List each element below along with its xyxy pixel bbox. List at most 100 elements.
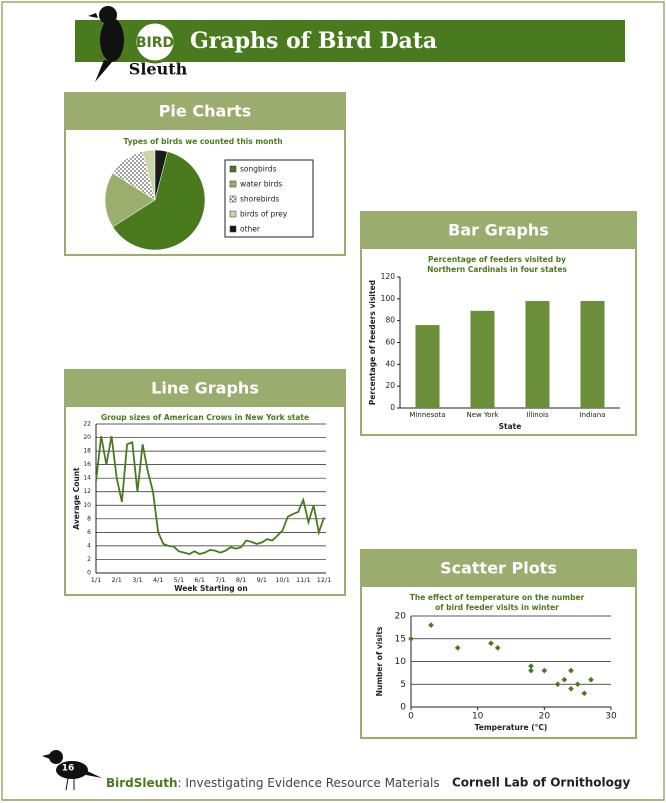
pie-slice	[154, 149, 168, 201]
logo-top: BIRD	[136, 35, 174, 51]
x-tick-label: 2/1	[111, 576, 121, 584]
x-tick-label: 3/1	[132, 576, 142, 584]
x-axis-label: State	[499, 422, 522, 431]
point	[454, 645, 461, 651]
point	[581, 690, 588, 697]
y-tick-label: 20	[395, 612, 407, 622]
point	[568, 667, 574, 674]
page-title: Graphs of Bird Data	[190, 28, 437, 54]
point	[488, 640, 494, 647]
x-tick-label: 10/1	[275, 576, 290, 584]
y-tick-label: 10	[83, 502, 91, 509]
legend-swatch	[229, 165, 237, 173]
panel-heading-bg	[361, 212, 636, 249]
panel-heading: Bar Graphs	[448, 221, 549, 240]
point	[541, 667, 548, 674]
legend-label: shorebirds	[240, 195, 279, 204]
line	[95, 436, 325, 555]
x-tick-label: 1/1	[91, 576, 101, 584]
y-tick-label: 14	[83, 475, 91, 482]
bar	[470, 310, 495, 408]
x-tick-label: 9/1	[257, 576, 267, 584]
legend-label: songbirds	[240, 165, 277, 174]
x-axis-label: Week Starting on	[174, 584, 248, 593]
legend-label: birds of prey	[240, 210, 288, 219]
x-tick-label: 20	[539, 712, 551, 722]
footer-org: Cornell Lab of Ornithology	[452, 776, 630, 790]
logo-circle	[133, 20, 177, 64]
y-axis-label: Number of visits	[375, 626, 384, 696]
x-tick-label: 4/1	[153, 576, 163, 584]
y-tick-label: 20	[83, 434, 91, 441]
y-axis-label: Average Count	[72, 467, 81, 530]
y-tick-label: 16	[83, 461, 91, 468]
legend-swatch	[229, 180, 237, 188]
legend-swatch	[229, 195, 237, 203]
chart-title: Group sizes of American Crows in New Yor…	[101, 413, 309, 422]
bar	[525, 301, 550, 408]
panel-heading: Pie Charts	[159, 102, 252, 121]
x-tick-label: 0	[408, 712, 414, 722]
y-tick-label: 8	[87, 515, 91, 522]
legend-swatch	[229, 225, 237, 233]
x-tick-label: 7/1	[215, 576, 225, 584]
y-tick-label: 6	[87, 529, 91, 536]
y-tick-label: 100	[381, 294, 396, 303]
y-tick-label: 2	[87, 556, 91, 563]
y-tick-label: 4	[87, 542, 91, 549]
y-tick-label: 0	[87, 570, 91, 577]
x-tick-label: 5/1	[174, 576, 184, 584]
y-tick-label: 10	[395, 657, 407, 667]
chart-title: of bird feeder visits in winter	[435, 603, 559, 612]
point	[428, 622, 434, 628]
footer-text: BirdSleuth: Investigating Evidence Resou…	[106, 776, 440, 790]
y-tick-label: 22	[83, 421, 91, 428]
y-tick-label: 15	[395, 634, 406, 644]
x-tick-label: Minnesota	[409, 411, 445, 419]
y-tick-label: 120	[381, 272, 396, 281]
legend-box	[224, 159, 314, 238]
point	[561, 676, 568, 683]
bar	[415, 325, 440, 408]
x-tick-label: Indiana	[580, 411, 606, 419]
point	[494, 645, 501, 651]
y-tick-label: 0	[400, 703, 406, 713]
x-tick-label: 11/1	[296, 576, 311, 584]
y-tick-label: 80	[385, 316, 395, 325]
bar	[580, 301, 605, 408]
y-tick-label: 40	[385, 359, 395, 368]
footer-brand: BirdSleuth	[106, 776, 177, 790]
point	[408, 635, 414, 642]
point	[554, 681, 561, 688]
chart-title: Types of birds we counted this month	[123, 137, 282, 146]
legend-swatch	[229, 210, 237, 218]
footer	[42, 750, 102, 791]
chart-title: Percentage of feeders visited by	[428, 255, 566, 264]
chart-title: The effect of temperature on the number	[410, 593, 585, 602]
footer-subtitle: : Investigating Evidence Resource Materi…	[177, 776, 439, 790]
x-tick-label: 12/1	[317, 576, 332, 584]
y-axis-label: Percentage of feeders visited	[368, 280, 377, 405]
y-tick-label: 5	[400, 680, 406, 690]
x-tick-label: 8/1	[236, 576, 246, 584]
y-tick-label: 12	[83, 488, 91, 495]
point	[568, 685, 574, 692]
x-tick-label: 30	[605, 712, 617, 722]
panel-heading: Line Graphs	[151, 379, 259, 398]
pie-slice	[112, 151, 206, 251]
legend-label: water birds	[240, 180, 282, 189]
logo-bottom: Sleuth	[129, 60, 188, 79]
y-tick-label: 60	[385, 338, 395, 347]
point	[588, 676, 594, 683]
x-axis-label: Temperature (°C)	[475, 723, 548, 732]
x-tick-label: Illinois	[526, 411, 549, 419]
legend-label: other	[240, 225, 261, 234]
point	[528, 667, 534, 674]
pie-slice	[104, 172, 156, 228]
x-tick-label: 6/1	[194, 576, 204, 584]
y-tick-label: 0	[390, 403, 395, 412]
point	[574, 681, 581, 688]
y-tick-label: 20	[385, 381, 395, 390]
panel-heading-bg	[65, 93, 345, 130]
panel-heading-bg	[361, 550, 636, 587]
